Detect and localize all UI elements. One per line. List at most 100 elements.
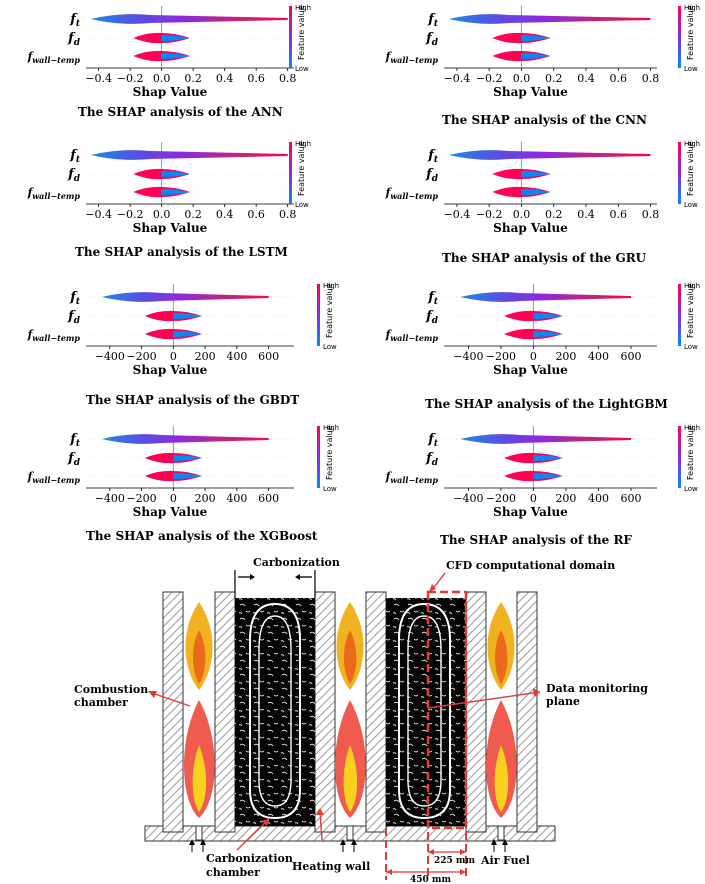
tick-label: 0 (530, 492, 537, 505)
burner-nozzle (195, 825, 203, 841)
tick-label: 400 (226, 492, 247, 505)
label-heating-wall: Heating wall (292, 860, 370, 873)
feature-label-fd: fd (67, 167, 81, 184)
feature-label-fd: fd (67, 31, 81, 48)
tick-label: −400 (95, 492, 125, 505)
colorbar (317, 284, 320, 346)
coke-oven-diagram: Carbonization CFD computational domain D… (74, 556, 648, 884)
x-axis-label: Shap Value (133, 85, 208, 99)
carbonization-front-left-inner (258, 615, 292, 807)
tick-label: 0.8 (279, 72, 297, 85)
tick-label: 600 (258, 350, 279, 363)
tick-label: 0.6 (610, 72, 628, 85)
beeswarm-ft (90, 150, 288, 160)
feature-label-fwall: fwall−temp (27, 50, 81, 65)
colorbar-label: Feature value (297, 5, 306, 60)
tick-label: 0.8 (279, 208, 297, 221)
tick-label: 0.2 (184, 208, 202, 221)
flame-icon (192, 630, 206, 684)
colorbar-low: Low (684, 65, 698, 73)
tick-label: −400 (453, 492, 483, 505)
label-combustion-1: Combustion (74, 683, 148, 696)
flame-icon (192, 745, 207, 812)
flame-icon (494, 630, 508, 684)
flame-icon (343, 745, 358, 812)
label-cfd-domain: CFD computational domain (446, 559, 615, 572)
x-axis-label: Shap Value (493, 363, 568, 377)
panel-title: The SHAP analysis of the LSTM (75, 245, 288, 259)
carbonization-front-left (249, 602, 301, 820)
colorbar (289, 6, 292, 68)
feature-label-fd: fd (67, 451, 81, 468)
tick-label: 0.2 (545, 208, 563, 221)
flame-group-middle (334, 602, 366, 818)
colorbar-label: Feature value (325, 425, 334, 480)
wall-4 (365, 591, 387, 833)
tick-label: 200 (195, 350, 216, 363)
feature-label-fwall: fwall−temp (385, 50, 439, 65)
colorbar (678, 142, 681, 204)
tick-label: −0.2 (117, 208, 144, 221)
feature-label-ft: ft (69, 12, 81, 29)
beeswarm-ft (448, 14, 651, 24)
tick-label: −0.4 (85, 72, 112, 85)
burner-arrows (189, 839, 508, 852)
label-fuel: Fuel (503, 854, 530, 867)
beeswarm-fwall (133, 186, 190, 198)
tick-label: 200 (555, 350, 576, 363)
beeswarm-ft (101, 292, 269, 302)
tick-label: 0.6 (247, 72, 265, 85)
flame-group-right (485, 602, 517, 818)
beeswarm-ft (448, 150, 651, 160)
tick-label: 0.0 (513, 72, 531, 85)
beeswarm-fd (133, 32, 190, 44)
colorbar-low: Low (684, 201, 698, 209)
feature-label-ft: ft (427, 290, 439, 307)
feature-label-ft: ft (69, 290, 81, 307)
colorbar-label: Feature value (686, 425, 695, 480)
tick-label: 200 (555, 492, 576, 505)
feature-label-fwall: fwall−temp (385, 328, 439, 343)
beeswarm-ft (90, 14, 288, 24)
tick-label: −0.4 (444, 72, 471, 85)
wall-2 (214, 591, 236, 833)
panel-title: The SHAP analysis of the ANN (78, 105, 283, 119)
colorbar-label: Feature value (686, 283, 695, 338)
cfd-domain-box (426, 590, 468, 830)
tick-label: 0 (170, 492, 177, 505)
panel-title: The SHAP analysis of the GBDT (86, 393, 299, 407)
colorbar-low: Low (295, 65, 309, 73)
colorbar-high: High (295, 4, 311, 12)
label-carb-chamber-2: chamber (206, 866, 260, 879)
tick-label: −200 (126, 492, 156, 505)
tick-label: 0.4 (577, 208, 595, 221)
shap-panel: ft fd fwall−temp −0.4 −0.2 0.0 0.2 0.4 0.6 0.8 Sha… (27, 4, 312, 119)
panel-title: The SHAP analysis of the XGBoost (86, 529, 318, 543)
colorbar-high: High (295, 140, 311, 148)
coal-charge-left (235, 598, 315, 826)
feature-label-ft: ft (427, 432, 439, 449)
x-axis-label: Shap Value (493, 221, 568, 235)
tick-label: −0.4 (444, 208, 471, 221)
colorbar-low: Low (684, 343, 698, 351)
shap-panel: ft fd fwall−temp −0.4 −0.2 0.0 0.2 0.4 0.6 0.8 Sha… (385, 140, 701, 265)
tick-label: 0.8 (642, 208, 660, 221)
label-carbonization: Carbonization (253, 556, 340, 569)
tick-label: −0.2 (476, 208, 503, 221)
colorbar (289, 142, 292, 204)
tick-label: −400 (453, 350, 483, 363)
tick-label: 0.4 (577, 72, 595, 85)
feature-label-fd: fd (425, 451, 439, 468)
colorbar-high: High (684, 424, 700, 432)
tick-label: −0.2 (117, 72, 144, 85)
feature-label-ft: ft (427, 12, 439, 29)
label-monitoring-1: Data monitoring (546, 682, 648, 695)
tick-label: 0.8 (642, 72, 660, 85)
tick-label: 600 (258, 492, 279, 505)
feature-label-fwall: fwall−temp (385, 470, 439, 485)
tick-label: 0.2 (184, 72, 202, 85)
tick-label: 400 (226, 350, 247, 363)
feature-label-fd: fd (425, 309, 439, 326)
tick-label: 0.6 (247, 208, 265, 221)
